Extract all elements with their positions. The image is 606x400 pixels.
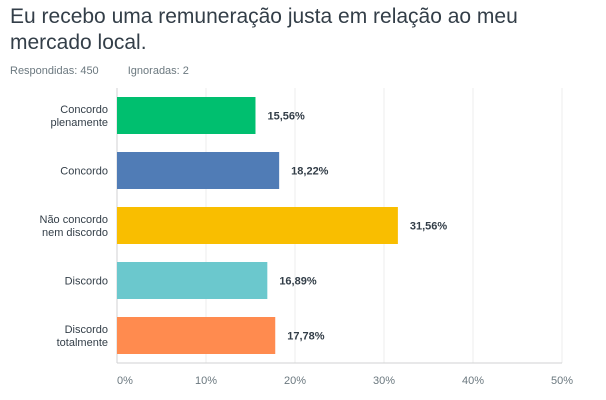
category-label: Concordo (60, 166, 108, 178)
category-label: totalmente (57, 337, 108, 349)
bar (117, 262, 268, 299)
response-stats: Respondidas: 450 Ignoradas: 2 (10, 65, 215, 77)
data-label: 18,22% (291, 166, 329, 178)
question-title: Eu recebo uma remuneração justa em relaç… (10, 5, 518, 54)
data-label: 15,56% (267, 111, 305, 123)
category-label: Concordo (60, 104, 108, 116)
bar (117, 97, 256, 134)
x-tick-label: 50% (551, 375, 573, 387)
x-tick-label: 40% (462, 375, 484, 387)
skipped-count: Ignoradas: 2 (127, 65, 189, 77)
bar (117, 207, 398, 244)
bar (117, 152, 280, 189)
x-tick-label: 0% (117, 375, 133, 387)
x-tick-label: 30% (373, 375, 395, 387)
answered-count: Respondidas: 450 (10, 65, 99, 77)
bar (117, 317, 276, 354)
category-label: Discordo (65, 324, 108, 336)
x-tick-label: 10% (195, 375, 217, 387)
data-label: 17,78% (287, 331, 325, 343)
x-tick-label: 20% (284, 375, 306, 387)
data-label: 31,56% (410, 221, 448, 233)
category-label: plenamente (51, 117, 109, 129)
data-label: 16,89% (279, 276, 317, 288)
category-label: Não concordo (40, 214, 109, 226)
category-label: nem discordo (42, 227, 108, 239)
category-label: Discordo (65, 276, 108, 288)
